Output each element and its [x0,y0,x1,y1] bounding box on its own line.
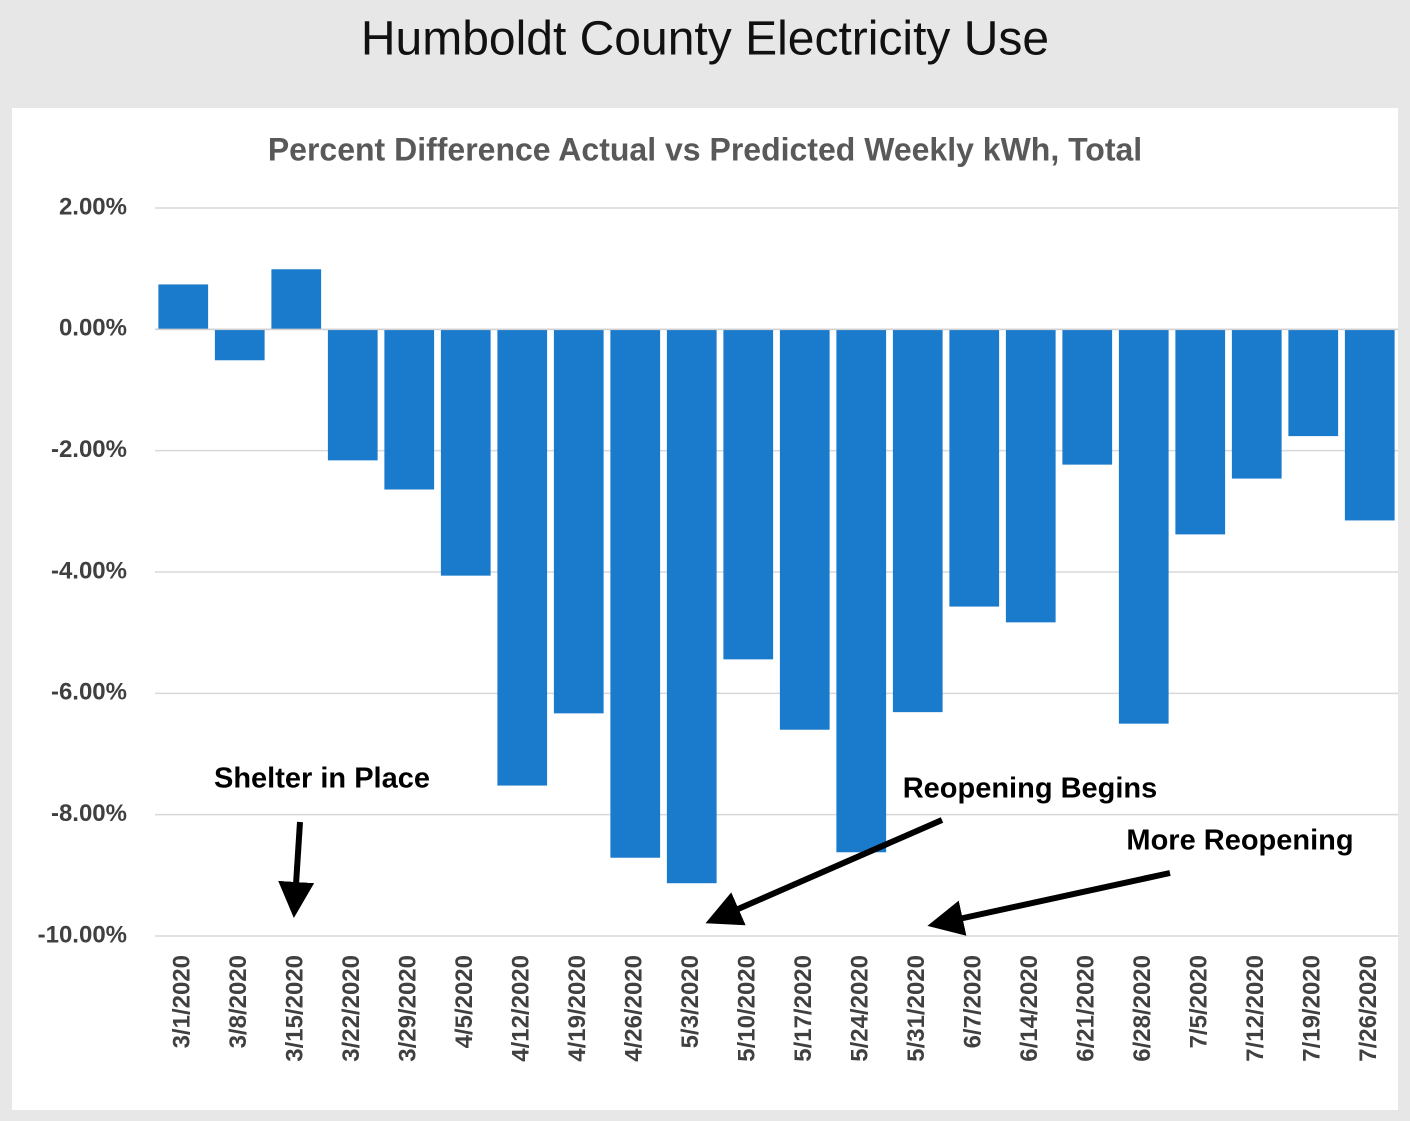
x-tick-label: 6/28/2020 [1129,955,1156,1062]
x-tick-label: 7/12/2020 [1242,955,1269,1062]
x-tick-label: 7/19/2020 [1299,955,1326,1062]
x-tick-label: 4/26/2020 [621,955,648,1062]
bar [1344,329,1395,521]
arrows [278,817,1171,936]
x-tick-label: 5/17/2020 [790,955,817,1062]
bar [271,269,322,330]
x-tick-label: 3/29/2020 [395,955,422,1062]
annotation: Reopening Begins [903,773,1158,805]
annotation: More Reopening [1126,825,1353,857]
chart-subtitle: Percent Difference Actual vs Predicted W… [268,131,1142,167]
arrow [927,870,1171,936]
bar [610,329,661,858]
x-tick-label: 6/21/2020 [1073,955,1100,1062]
bar [384,329,435,490]
y-tick-label: 2.00% [59,193,127,220]
bar [779,329,830,730]
bar [949,329,1000,607]
x-tick-label: 3/15/2020 [282,955,309,1062]
bar [327,329,378,461]
arrow [705,817,944,926]
y-tick-label: -10.00% [38,921,127,948]
bar [1288,329,1339,437]
bar [1231,329,1282,479]
bar [497,329,548,786]
x-tick-label: 6/14/2020 [1016,955,1043,1062]
x-tick-label: 3/8/2020 [225,955,252,1048]
bar [553,329,604,714]
x-tick-label: 3/1/2020 [169,955,196,1048]
bar [666,329,717,884]
bar [440,329,491,576]
bar [1062,329,1113,465]
bar [1005,329,1056,623]
bar [723,329,774,660]
bar [836,329,887,853]
x-tick-label: 3/22/2020 [338,955,365,1062]
x-tick-label: 5/3/2020 [677,955,704,1048]
y-tick-label: 0.00% [59,315,127,342]
y-tick-label: -8.00% [51,800,127,827]
x-tick-label: 5/24/2020 [847,955,874,1062]
arrow [278,821,315,918]
annotation: Shelter in Place [214,763,430,795]
bar [214,329,265,361]
bar [892,329,943,713]
bar [158,284,209,330]
x-tick-label: 6/7/2020 [960,955,987,1048]
y-tick-label: -2.00% [51,436,127,463]
bar [1118,329,1169,724]
x-tick-label: 4/12/2020 [508,955,535,1062]
chart-title: Humboldt County Electricity Use [361,13,1049,66]
x-tick-label: 7/26/2020 [1355,955,1382,1062]
y-tick-label: -4.00% [51,557,127,584]
x-tick-label: 5/31/2020 [903,955,930,1062]
x-tick-label: 4/19/2020 [564,955,591,1062]
y-tick-label: -6.00% [51,679,127,706]
x-tick-label: 5/10/2020 [734,955,761,1062]
bar [1175,329,1226,535]
x-tick-label: 7/5/2020 [1186,955,1213,1048]
x-tick-label: 4/5/2020 [451,955,478,1048]
